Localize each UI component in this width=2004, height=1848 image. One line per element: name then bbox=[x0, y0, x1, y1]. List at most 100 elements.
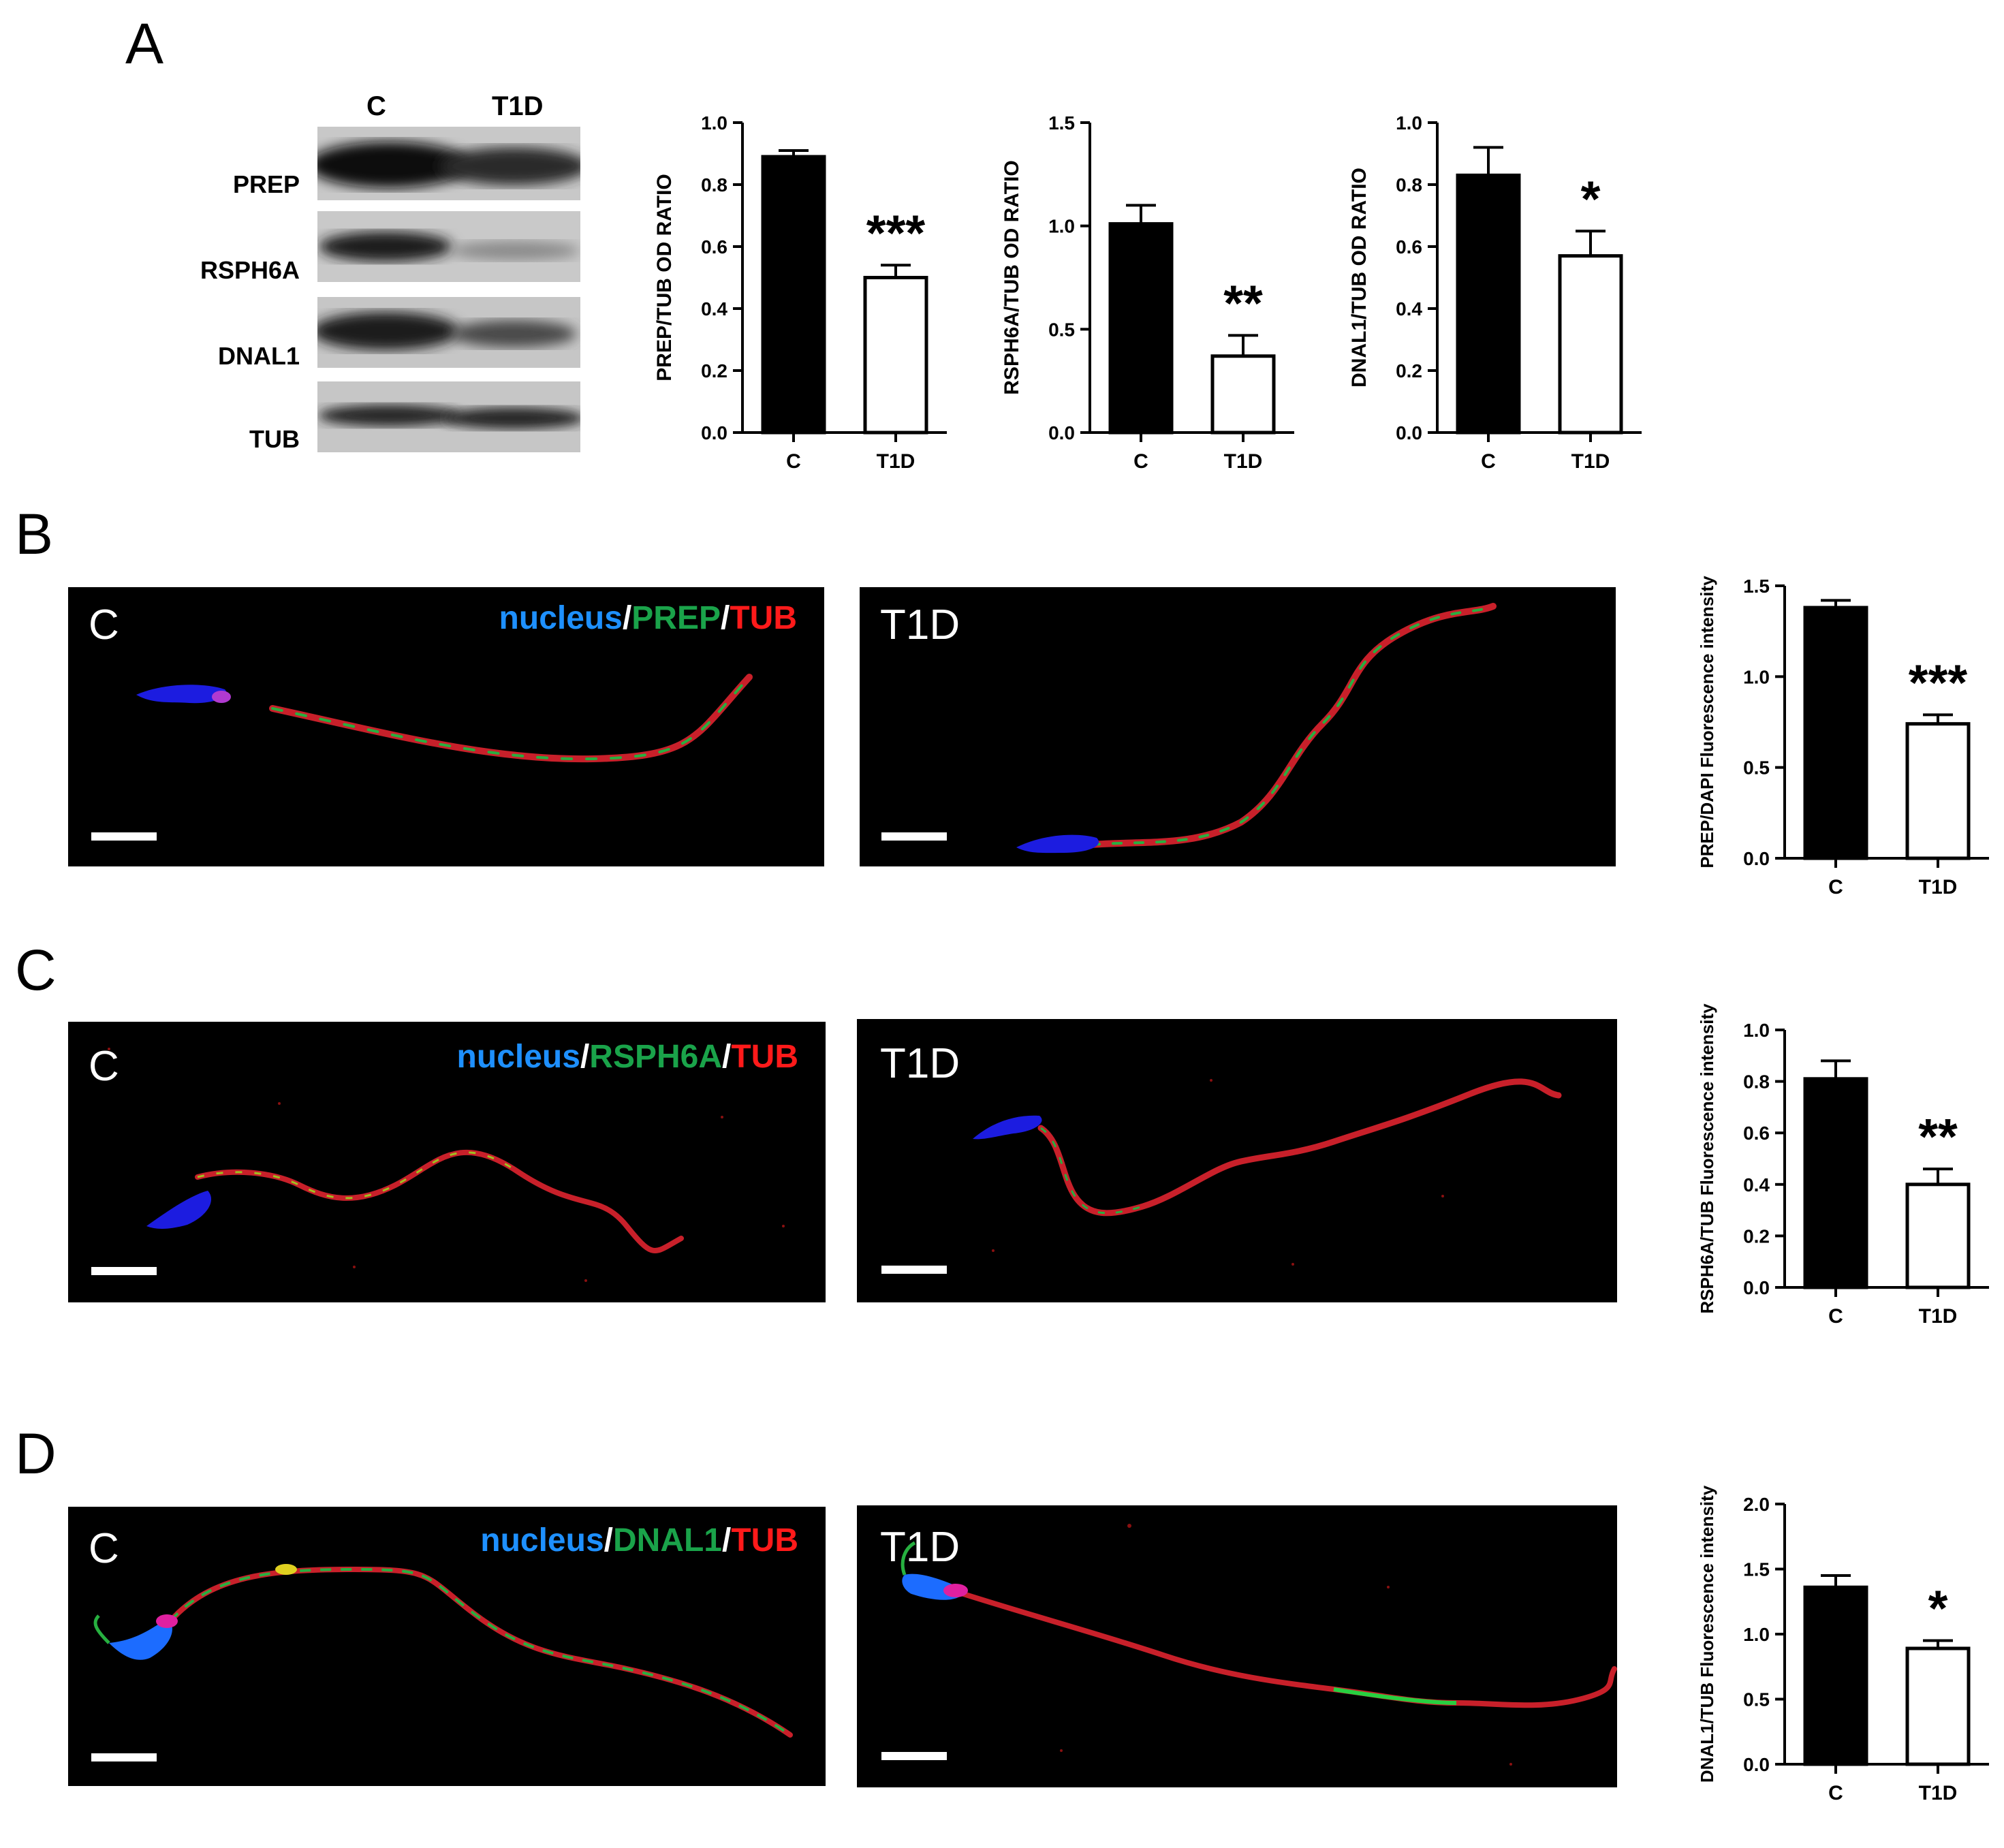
bar-t1d bbox=[863, 276, 928, 435]
scale-bar bbox=[881, 1752, 947, 1760]
condition-label-c: C bbox=[89, 601, 119, 648]
y-tick-label: 0.0 bbox=[1743, 848, 1770, 869]
blot-label-tub: TUB bbox=[249, 425, 300, 453]
x-tick-label: T1D bbox=[1224, 450, 1263, 473]
y-axis-label: PREP/TUB OD RATIO bbox=[653, 174, 676, 381]
fluor-image-c-control: C nucleus/RSPH6A/TUB bbox=[68, 1022, 826, 1302]
condition-label-t1d: T1D bbox=[880, 1524, 960, 1571]
bar-c bbox=[1108, 222, 1174, 435]
y-axis-label: RSPH6A/TUB Fluorescence intensity bbox=[1697, 1003, 1717, 1314]
legend-protein: RSPH6A bbox=[589, 1039, 722, 1075]
legend-protein: DNAL1 bbox=[612, 1522, 722, 1559]
y-tick-label: 0.5 bbox=[1743, 757, 1770, 779]
bar-c bbox=[1803, 1585, 1868, 1766]
y-tick-label: 0.0 bbox=[1396, 422, 1422, 443]
legend-tub: TUB bbox=[731, 1039, 798, 1075]
condition-label-t1d: T1D bbox=[880, 1040, 960, 1087]
panel-letter-a: A bbox=[125, 12, 164, 76]
legend-nucleus: nucleus bbox=[456, 1039, 580, 1075]
y-tick-label: 0.5 bbox=[1048, 319, 1075, 340]
bar-c bbox=[1803, 1077, 1868, 1289]
panel-letter-b: B bbox=[15, 502, 54, 566]
y-axis-label: PREP/DAPI Fluorescence intensity bbox=[1697, 576, 1717, 868]
bar-chart-dnal1-od: 0.0 0.2 0.4 0.6 0.8 1.0 DNAL1/TUB OD RATIO C T1D… bbox=[1348, 112, 1642, 473]
fluor-image-d-control: C nucleus/DNAL1/TUB bbox=[68, 1507, 826, 1786]
y-tick-label: 1.0 bbox=[1743, 666, 1770, 687]
significance-label: * bbox=[1928, 1580, 1948, 1637]
y-tick-label: 0.2 bbox=[1743, 1225, 1770, 1247]
scale-bar bbox=[91, 832, 157, 841]
y-tick-label: 1.5 bbox=[1048, 112, 1075, 134]
legend-d: nucleus/DNAL1/TUB bbox=[480, 1522, 798, 1559]
fluor-image-d-t1d: T1D bbox=[857, 1505, 1617, 1787]
legend-separator: / bbox=[721, 600, 730, 636]
y-tick-label: 1.0 bbox=[1396, 112, 1422, 134]
bar-t1d bbox=[1905, 722, 1971, 860]
legend-separator: / bbox=[722, 1522, 732, 1559]
legend-separator: / bbox=[722, 1039, 732, 1075]
legend-b: nucleus/PREP/TUB bbox=[499, 599, 797, 637]
fluor-image-b-t1d: T1D bbox=[860, 587, 1616, 866]
legend-tub: TUB bbox=[731, 1522, 798, 1559]
bar-c bbox=[1803, 606, 1868, 860]
x-tick-label: C bbox=[1481, 450, 1496, 473]
condition-label-c: C bbox=[89, 1525, 119, 1572]
y-tick-label: 1.5 bbox=[1743, 576, 1770, 597]
legend-separator: / bbox=[604, 1522, 613, 1559]
x-tick-label: T1D bbox=[877, 450, 915, 473]
y-tick-label: 1.0 bbox=[1743, 1020, 1770, 1041]
legend-separator: / bbox=[580, 1039, 590, 1075]
y-tick-label: 0.8 bbox=[1396, 174, 1422, 195]
legend-nucleus: nucleus bbox=[499, 600, 623, 636]
y-tick-label: 0.5 bbox=[1743, 1689, 1770, 1710]
y-tick-label: 1.5 bbox=[1743, 1559, 1770, 1580]
bar-c bbox=[761, 155, 826, 435]
significance-label: *** bbox=[1909, 654, 1968, 710]
fluor-image-c-t1d: T1D bbox=[857, 1019, 1617, 1302]
y-tick-label: 0.6 bbox=[1396, 236, 1422, 257]
blot-label-rsph6a: RSPH6A bbox=[200, 256, 300, 284]
y-tick-label: 0.0 bbox=[701, 422, 727, 443]
scale-bar bbox=[881, 832, 947, 841]
y-tick-label: 2.0 bbox=[1743, 1494, 1770, 1515]
y-tick-label: 0.6 bbox=[701, 236, 727, 257]
scale-bar bbox=[91, 1267, 157, 1275]
panel-letter-d: D bbox=[15, 1422, 57, 1486]
y-tick-label: 0.4 bbox=[1396, 298, 1422, 319]
legend-tub: TUB bbox=[730, 600, 797, 636]
blot-label-dnal1: DNAL1 bbox=[217, 342, 300, 370]
y-tick-label: 0.4 bbox=[701, 298, 727, 319]
y-tick-label: 0.0 bbox=[1743, 1277, 1770, 1298]
fluor-image-b-control: C nucleus/PREP/TUB bbox=[68, 587, 824, 866]
blot-strip-prep bbox=[317, 127, 580, 200]
bar-t1d bbox=[1558, 254, 1623, 435]
panel-letter-c: C bbox=[15, 938, 57, 1002]
legend-separator: / bbox=[622, 600, 632, 636]
condition-label-c: C bbox=[89, 1043, 119, 1090]
x-tick-label: C bbox=[1828, 1782, 1843, 1804]
y-tick-label: 0.0 bbox=[1048, 422, 1075, 443]
blot-strip-tub bbox=[317, 381, 580, 452]
y-tick-label: 0.2 bbox=[1396, 360, 1422, 381]
y-tick-label: 1.0 bbox=[1048, 216, 1075, 237]
y-tick-label: 1.0 bbox=[701, 112, 727, 134]
x-tick-label: C bbox=[1828, 876, 1843, 898]
blot-lane-t1d: T1D bbox=[492, 91, 544, 121]
y-tick-label: 0.6 bbox=[1743, 1123, 1770, 1144]
y-tick-label: 0.8 bbox=[701, 174, 727, 195]
y-axis-label: DNAL1/TUB Fluorescence intensity bbox=[1697, 1485, 1717, 1783]
bar-t1d bbox=[1210, 354, 1276, 435]
scale-bar bbox=[91, 1753, 157, 1761]
scale-bar bbox=[881, 1266, 947, 1274]
x-tick-label: T1D bbox=[1571, 450, 1610, 473]
bar-chart-prep-od: 0.0 0.2 0.4 0.6 0.8 1.0 PREP/TUB OD RATIO C T1D *… bbox=[653, 112, 947, 473]
blot-lane-c: C bbox=[366, 91, 386, 121]
bar-chart-rsph6a-fluorescence: 0.0 0.2 0.4 0.6 0.8 1.0 RSPH6A/TUB Fluorescenc… bbox=[1697, 1003, 1989, 1328]
y-tick-label: 1.0 bbox=[1743, 1624, 1770, 1645]
y-tick-label: 0.2 bbox=[701, 360, 727, 381]
x-tick-label: C bbox=[786, 450, 801, 473]
y-tick-label: 0.0 bbox=[1743, 1754, 1770, 1775]
significance-label: ** bbox=[1223, 275, 1263, 331]
legend-protein: PREP bbox=[631, 600, 721, 636]
x-tick-label: C bbox=[1133, 450, 1148, 473]
